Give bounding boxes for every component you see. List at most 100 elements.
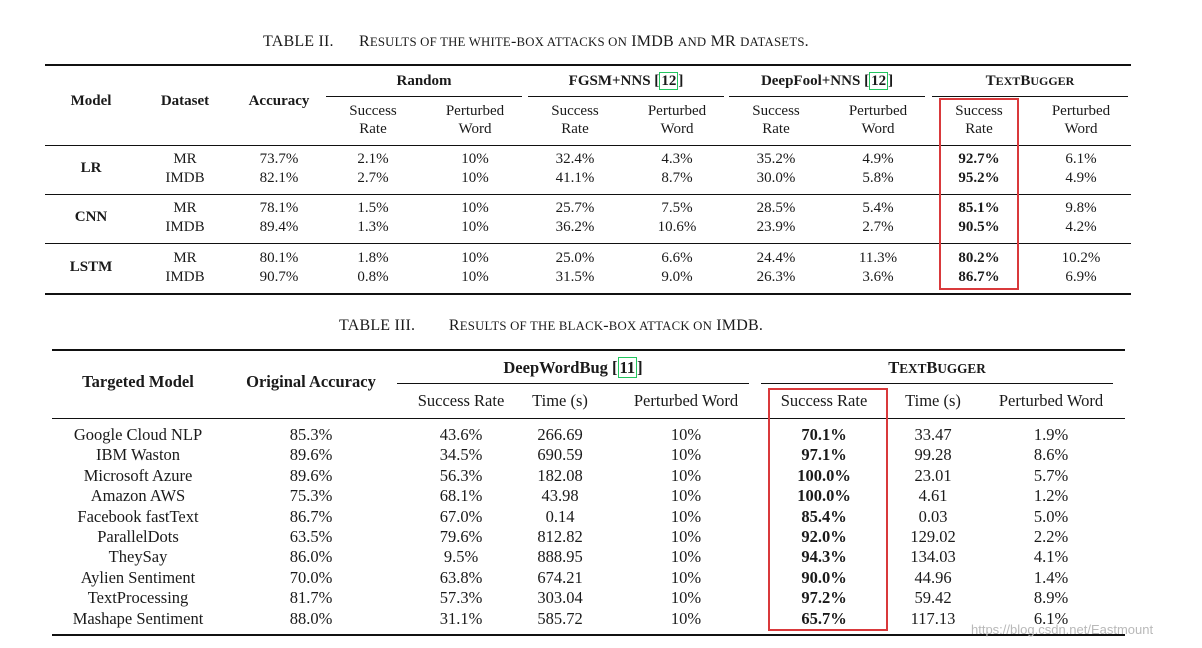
table3-cell-tb_pw: 6.1% xyxy=(1033,608,1069,628)
table2-bottom-rule xyxy=(45,293,1131,295)
table2-caption-label: TABLE II. xyxy=(263,33,334,50)
table2-cell-r_sr: 1.8% xyxy=(357,250,389,266)
table2-caption: TABLE II. RESULTS OF THE WHITE-BOX ATTAC… xyxy=(263,33,809,51)
deepfool-rate-label: Rate xyxy=(762,121,790,137)
table3-textbugger-subrule xyxy=(761,383,1113,384)
table3-textbugger-highlight xyxy=(768,388,888,631)
table3-caption-period: . xyxy=(758,317,764,334)
table3-cell-dw_t: 812.82 xyxy=(537,527,583,546)
dw-time-label: Time (s) xyxy=(532,391,588,410)
table3-cell-dw_t: 0.14 xyxy=(545,506,575,526)
tb3-ext: EXT xyxy=(899,361,927,376)
table3-cell-tb_t: 23.01 xyxy=(914,465,952,485)
table2-cell-dataset: IMDB xyxy=(165,269,205,285)
fgsm-success-label: Success xyxy=(551,103,599,119)
table3-caption-imdb: IMDB xyxy=(716,317,759,334)
random-rate-label: Rate xyxy=(359,121,387,137)
table3-cell-model: Aylien Sentiment xyxy=(80,567,196,587)
table2-header-fgsm-ref[interactable]: 12 xyxy=(659,72,679,90)
table2-cell-t_sr: 90.5% xyxy=(958,219,1000,235)
table2-deepfool-subrule xyxy=(729,96,925,97)
table3-cell-dw_pw: 10% xyxy=(670,547,702,567)
table2-header-deepfool-ref[interactable]: 12 xyxy=(869,72,889,90)
table3-bottom-rule xyxy=(52,634,1125,636)
tb-perturbed-word-label: Perturbed Word xyxy=(998,391,1104,410)
table2-header-model: Model xyxy=(70,93,112,109)
table2-cell-d_pw: 3.6% xyxy=(862,269,894,285)
table3-caption-label: TABLE III. xyxy=(339,317,416,334)
table3-cell-dw_pw: 10% xyxy=(670,486,702,506)
table2-cell-t_pw: 9.8% xyxy=(1065,200,1097,216)
table2-caption-part2: BOX ATTACKS ON xyxy=(516,35,628,49)
table2-cell-d_sr: 24.4% xyxy=(756,250,796,266)
table3-caption-dash: - xyxy=(603,317,609,334)
table3-cell-tb_sr: 65.7% xyxy=(801,608,847,628)
tb-T: T xyxy=(985,73,996,89)
table3-caption-R: R xyxy=(448,317,460,334)
table2-cell-t_pw: 6.1% xyxy=(1065,151,1097,167)
table2-caption-part1: ESULTS OF THE WHITE xyxy=(369,35,511,49)
table3-cell-acc: 75.3% xyxy=(289,486,333,506)
table2-cell-dataset: MR xyxy=(173,151,197,167)
table3-cell-acc: 88.0% xyxy=(289,608,333,628)
table3-cell-tb_sr: 97.2% xyxy=(801,588,847,608)
table2-cell-f_sr: 36.2% xyxy=(555,219,595,235)
table2-cell-f_pw: 7.5% xyxy=(661,200,693,216)
table2-cell-f_sr: 31.5% xyxy=(555,269,595,285)
table2-cell-t_sr: 92.7% xyxy=(958,151,1000,167)
table3-cell-model: Mashape Sentiment xyxy=(72,608,204,628)
table3-header-deepwordbug-label: DeepWordBug [ xyxy=(503,358,618,377)
textbugger-rate-label: Rate xyxy=(965,121,993,137)
table2-group-rule-1 xyxy=(45,194,1131,195)
table2-cell-r_sr: 2.1% xyxy=(357,151,389,167)
table3-caption: TABLE III. RESULTS OF THE BLACK-BOX ATTA… xyxy=(339,317,763,335)
table3-cell-model: TheySay xyxy=(108,547,168,567)
table3-cell-model: Facebook fastText xyxy=(77,506,199,526)
tb-time-label: Time (s) xyxy=(905,391,961,410)
table3-cell-dw_sr: 56.3% xyxy=(439,465,483,485)
textbugger-perturbed-label: Perturbed xyxy=(1051,103,1111,119)
deepfool-perturbed-label: Perturbed xyxy=(848,103,908,119)
table2-cell-t_sr: 85.1% xyxy=(958,200,1000,216)
table3-cell-tb_t: 117.13 xyxy=(910,608,956,628)
table2-cell-t_sr: 80.2% xyxy=(958,250,1000,266)
random-success-label: Success xyxy=(349,103,397,119)
table3-cell-tb_sr: 100.0% xyxy=(797,465,851,485)
textbugger-word-label: Word xyxy=(1064,121,1098,137)
table2-model-0: LR xyxy=(80,160,102,176)
table2-cell-f_sr: 41.1% xyxy=(555,170,595,186)
table3-cell-model: TextProcessing xyxy=(87,588,189,608)
table3-header-deepwordbug-ref[interactable]: 11 xyxy=(617,357,638,378)
table2-cell-f_pw: 8.7% xyxy=(661,170,693,186)
table2-textbugger-highlight xyxy=(939,98,1019,290)
table3-cell-dw_pw: 10% xyxy=(670,465,702,485)
table2-cell-r_pw: 10% xyxy=(461,200,489,216)
table3-cell-dw_sr: 79.6% xyxy=(439,527,483,546)
table2-cell-dataset: MR xyxy=(173,250,197,266)
tb3-T: T xyxy=(888,358,900,377)
table2-model-1: CNN xyxy=(74,209,108,225)
table2-header-fgsm-label: FGSM+NNS [ xyxy=(568,73,660,89)
tb3-B: B xyxy=(926,358,938,377)
deepfool-word-label: Word xyxy=(861,121,895,137)
table2-header-fgsm: FGSM+NNS [12] xyxy=(528,72,724,90)
table2-header-rule xyxy=(45,145,1131,146)
fgsm-word-label: Word xyxy=(660,121,694,137)
table2-cell-f_pw: 9.0% xyxy=(661,269,693,285)
table3-cell-tb_sr: 94.3% xyxy=(801,547,847,567)
table2-header-deepfool-label: DeepFool+NNS [ xyxy=(760,73,870,89)
table3-header-targeted-model: Targeted Model xyxy=(82,372,194,391)
table3-top-rule xyxy=(52,349,1125,351)
table2-cell-acc: 73.7% xyxy=(259,151,299,167)
table2-random-subrule xyxy=(326,96,522,97)
table3-cell-dw_sr: 34.5% xyxy=(439,445,483,465)
table2-model-2: LSTM xyxy=(69,259,113,275)
table3-cell-acc: 81.7% xyxy=(289,588,333,608)
table2-textbugger-subrule xyxy=(932,96,1128,97)
table3-cell-model: Amazon AWS xyxy=(90,486,186,506)
table2-cell-t_pw: 10.2% xyxy=(1061,250,1101,266)
table3-cell-model: Google Cloud NLP xyxy=(73,425,203,444)
table3-cell-tb_pw: 1.9% xyxy=(1033,425,1069,444)
table3-deepwordbug-subrule xyxy=(397,383,749,384)
table3-cell-acc: 86.0% xyxy=(289,547,333,567)
